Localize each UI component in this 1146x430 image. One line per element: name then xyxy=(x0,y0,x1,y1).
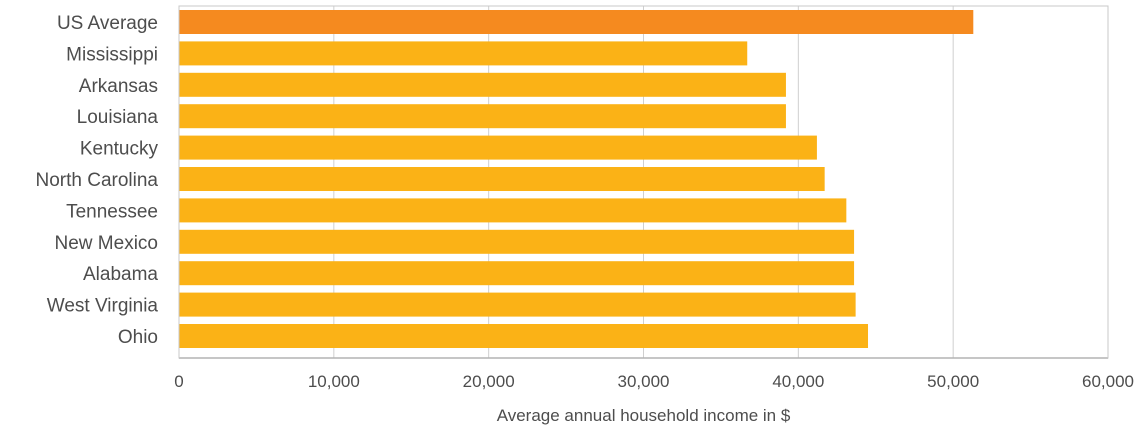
category-label: US Average xyxy=(57,13,158,34)
category-label: Tennessee xyxy=(66,201,158,222)
bar-west-virginia xyxy=(179,292,856,317)
x-tick-labels: 0 10,000 20,000 30,000 40,000 50,000 60,000 xyxy=(174,372,1134,391)
category-label: Mississippi xyxy=(66,44,158,65)
x-tick-label: 20,000 xyxy=(463,372,515,391)
bar-mississippi xyxy=(179,41,748,66)
bar-louisiana xyxy=(179,104,786,129)
x-tick-label: 0 xyxy=(174,372,183,391)
bar-tennessee xyxy=(179,198,847,223)
bar-new-mexico xyxy=(179,229,855,254)
x-tick-label: 40,000 xyxy=(772,372,824,391)
x-tick-label: 50,000 xyxy=(927,372,979,391)
bar-north-carolina xyxy=(179,167,825,191)
category-label: Arkansas xyxy=(79,76,158,97)
category-label: Kentucky xyxy=(80,139,159,160)
category-labels: US Average Mississippi Arkansas Louisiana Ke… xyxy=(36,13,159,348)
category-label: New Mexico xyxy=(55,233,158,254)
bar-kentucky xyxy=(179,135,817,160)
bar-us-average xyxy=(179,10,974,34)
bar-ohio xyxy=(179,324,869,348)
category-label: North Carolina xyxy=(36,170,159,191)
category-label: Louisiana xyxy=(77,107,159,128)
bar-alabama xyxy=(179,261,855,286)
category-label: West Virginia xyxy=(47,296,159,317)
plot-frame xyxy=(178,5,1109,359)
bar-layer xyxy=(179,10,974,348)
x-tick-label: 10,000 xyxy=(308,372,360,391)
x-tick-label: 60,000 xyxy=(1082,372,1134,391)
category-label: Alabama xyxy=(83,264,158,285)
category-label: Ohio xyxy=(118,327,158,348)
x-tick-label: 30,000 xyxy=(618,372,670,391)
bar-arkansas xyxy=(179,72,786,97)
x-axis-title: Average annual household income in $ xyxy=(497,406,791,425)
